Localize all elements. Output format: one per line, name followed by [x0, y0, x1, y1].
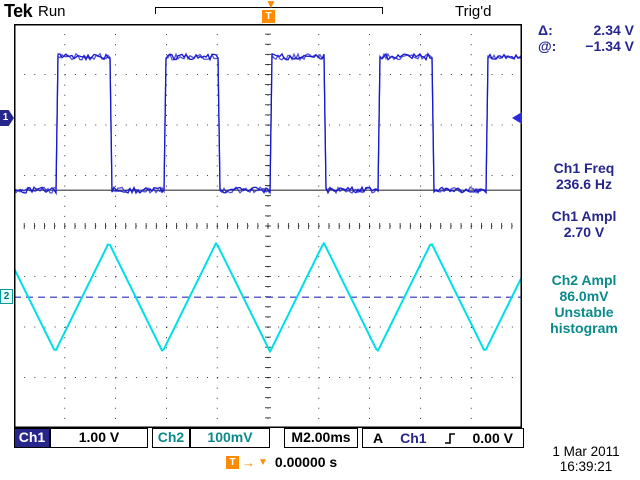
ch1-ampl-label: Ch1 Ampl: [528, 208, 640, 224]
trigger-status: Trig'd: [455, 3, 491, 20]
triangle-down-icon: ▼: [258, 457, 268, 468]
arrow-right-icon: →: [242, 455, 255, 470]
trigger-source: Ch1: [400, 430, 426, 447]
rising-slope-icon: [444, 430, 456, 446]
ch1-freq-value: 236.6 Hz: [528, 176, 640, 192]
ch1-scale-box: 1.00 V: [50, 428, 148, 448]
ch1-ampl-value: 2.70 V: [528, 224, 640, 240]
graticule: [14, 24, 522, 428]
cursor-delta-row: Δ: 2.34 V: [528, 22, 640, 38]
ch1-label-box: Ch1: [14, 428, 50, 448]
cursor-at-row: @: −1.34 V: [528, 38, 640, 54]
time-display: 16:39:21: [536, 459, 636, 474]
ch2-ampl-note-1: Unstable: [528, 304, 640, 320]
trigger-time-value: 0.00000 s: [275, 454, 337, 470]
trigger-system-label: A: [373, 430, 383, 447]
ch1-ampl-measurement: Ch1 Ampl 2.70 V: [528, 208, 640, 240]
ch1-freq-label: Ch1 Freq: [528, 160, 640, 176]
cursor-readouts: Δ: 2.34 V @: −1.34 V: [528, 22, 640, 54]
trigger-level-arrow-icon: [512, 112, 522, 124]
graticule-svg: [14, 24, 522, 428]
trigger-time-readout: T → ▼ 0.00000 s: [226, 454, 337, 470]
trigger-level-value: 0.00 V: [472, 430, 512, 447]
tek-logo: Tek: [4, 1, 32, 22]
ch2-ampl-measurement: Ch2 Ampl 86.0mV Unstable histogram: [528, 272, 640, 336]
trigger-settings-box: A Ch1 0.00 V: [362, 428, 524, 448]
ch2-label-box: Ch2: [152, 428, 190, 448]
ch2-ground-marker: 2: [0, 289, 13, 304]
ch2-scale-box: 100mV: [190, 428, 270, 448]
ch1-ground-marker: 1: [0, 110, 14, 126]
cursor-delta-value: 2.34 V: [594, 22, 634, 38]
acquisition-mode: Run: [38, 3, 66, 20]
date-display: 1 Mar 2011: [536, 444, 636, 459]
cursor-at-label: @:: [538, 38, 556, 54]
oscilloscope-screen: Tek Run ▼ T Trig'd 1 2 Δ: 2.34 V @: −1.3…: [0, 0, 640, 480]
trigger-position-t-icon: T: [262, 10, 275, 23]
ch2-ampl-value: 86.0mV: [528, 288, 640, 304]
ch2-ampl-note-2: histogram: [528, 320, 640, 336]
ch2-ampl-label: Ch2 Ampl: [528, 272, 640, 288]
trigger-t-icon: T: [226, 456, 239, 469]
timebase-box: M2.00ms: [284, 428, 358, 448]
cursor-at-value: −1.34 V: [585, 38, 634, 54]
ch1-freq-measurement: Ch1 Freq 236.6 Hz: [528, 160, 640, 192]
cursor-delta-label: Δ:: [538, 22, 553, 38]
